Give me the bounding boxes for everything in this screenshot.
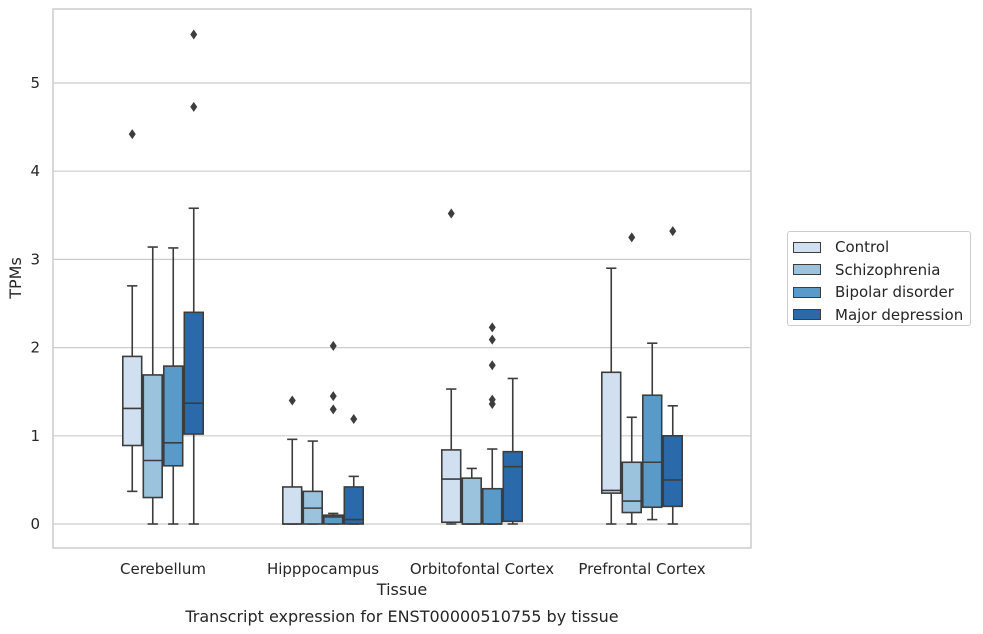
box-control <box>440 208 462 525</box>
outlier-point <box>488 322 496 333</box>
x-tick-label: Hipppocampus <box>267 560 379 578</box>
outlier-point <box>288 395 296 406</box>
y-tick-label-2: 2 <box>30 339 40 357</box>
box-major-depression <box>343 414 364 525</box>
x-tick-label: Orbitofontal Cortex <box>410 560 554 578</box>
box-body <box>461 477 482 525</box>
box-schizophrenia <box>302 440 323 525</box>
x-tick-label: Cerebellum <box>120 560 206 578</box>
box-major-depression <box>183 29 205 525</box>
outlier-point <box>329 391 337 402</box>
x-tick-label: Prefrontal Cortex <box>578 560 705 578</box>
x-axis-label: Tissue <box>376 580 427 599</box>
box-body <box>621 461 642 514</box>
legend-swatch <box>793 264 821 276</box>
legend-item: Control <box>793 236 970 259</box>
box-major-depression <box>502 377 523 525</box>
y-tick-label-0: 0 <box>30 515 40 533</box>
box-bipolar-disorder <box>481 322 503 525</box>
box-schizophrenia <box>621 232 642 525</box>
boxes <box>122 29 683 525</box>
outlier-point <box>190 101 198 112</box>
legend-label: Control <box>835 238 890 257</box>
legend-item: Schizophrenia <box>793 259 970 282</box>
y-tick-label-4: 4 <box>30 162 40 180</box>
legend-item: Major depression <box>793 304 970 327</box>
box-major-depression <box>662 226 683 525</box>
legend-label: Bipolar disorder <box>835 283 954 302</box>
box-bipolar-disorder <box>163 247 184 525</box>
legend-swatch <box>793 241 821 253</box>
box-bipolar-disorder <box>641 342 663 521</box>
box-body <box>440 449 462 524</box>
box-body <box>600 371 622 494</box>
legend-item: Bipolar disorder <box>793 281 970 304</box>
y-tick-label-1: 1 <box>30 427 40 445</box>
outlier-point <box>488 360 496 371</box>
box-body <box>502 450 523 523</box>
box-control <box>281 395 303 525</box>
outlier-point <box>488 334 496 345</box>
legend-label: Schizophrenia <box>835 260 941 279</box>
y-tick-label-3: 3 <box>30 250 40 268</box>
outlier-point <box>329 340 337 351</box>
box-control <box>600 267 622 525</box>
box-body <box>641 394 663 509</box>
box-body <box>163 365 184 467</box>
box-schizophrenia <box>142 246 164 525</box>
outlier-point <box>350 414 358 425</box>
legend: Control Schizophrenia Bipolar disorder Majo… <box>787 231 971 326</box>
legend-label: Major depression <box>835 305 964 324</box>
box-body <box>183 311 205 435</box>
box-body <box>481 487 503 525</box>
outlier-point <box>329 404 337 415</box>
box-body <box>343 486 364 525</box>
box-bipolar-disorder <box>322 340 344 525</box>
box-body <box>142 374 164 499</box>
box-body <box>281 486 303 525</box>
outlier-point <box>488 394 496 405</box>
chart-caption: Transcript expression for ENST0000051075… <box>184 607 618 626</box>
outlier-point <box>128 129 136 140</box>
outlier-point <box>628 232 636 243</box>
y-tick-label-5: 5 <box>30 74 40 92</box>
outlier-point <box>447 208 455 219</box>
box-body <box>322 514 344 525</box>
box-body <box>662 434 683 508</box>
box-control <box>122 129 143 493</box>
box-body <box>122 355 143 447</box>
outlier-point <box>190 29 198 40</box>
legend-swatch <box>793 286 821 298</box>
y-axis-label: TPMs <box>6 257 25 300</box>
box-schizophrenia <box>461 467 482 525</box>
x-tick-labels: Cerebellum Hipppocampus Orbitofontal Corte… <box>120 560 706 578</box>
legend-swatch <box>793 309 821 321</box>
y-tick-labels: 0 1 2 3 4 5 <box>30 74 40 533</box>
outlier-point <box>669 226 677 237</box>
